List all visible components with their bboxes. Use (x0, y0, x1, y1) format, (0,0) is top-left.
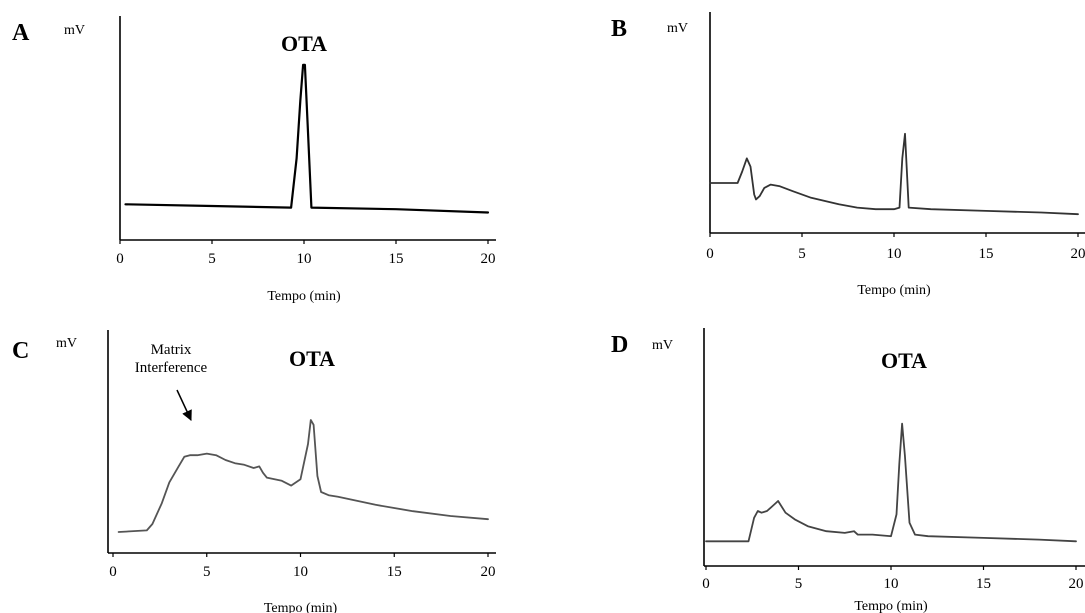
y-axis-unit-label: mV (652, 338, 673, 353)
peak-label-ota: OTA (281, 31, 327, 56)
y-axis-unit-label: mV (667, 21, 688, 36)
panel-letter: B (611, 16, 627, 42)
x-tick-label: 5 (203, 564, 211, 580)
x-tick-label: 5 (795, 576, 803, 592)
x-tick-label: 0 (706, 246, 714, 262)
panel-letter: A (12, 20, 30, 46)
x-tick-label: 10 (297, 251, 312, 267)
peak-label-ota: OTA (881, 348, 927, 373)
panel-letter: D (611, 332, 628, 358)
matrix-interference-label: Matrix Interference (135, 342, 208, 376)
x-tick-label: 10 (293, 564, 308, 580)
panel-letter: C (12, 338, 29, 364)
x-tick-label: 15 (387, 564, 402, 580)
x-tick-label: 5 (798, 246, 806, 262)
y-axis-unit-label: mV (64, 23, 85, 38)
x-tick-label: 20 (1069, 576, 1084, 592)
y-axis-unit-label: mV (56, 336, 77, 351)
x-tick-label: 0 (116, 251, 124, 267)
x-tick-label: 20 (481, 251, 496, 267)
peak-label-ota: OTA (289, 346, 335, 371)
x-tick-label: 15 (979, 246, 994, 262)
x-tick-label: 5 (208, 251, 216, 267)
chromatogram-trace (117, 419, 489, 533)
chromatogram-trace (124, 63, 490, 214)
x-tick-label: 15 (976, 576, 991, 592)
x-tick-label: 0 (109, 564, 117, 580)
x-axis-label: Tempo (min) (857, 283, 931, 298)
matrix-interference-arrow (176, 389, 192, 421)
x-tick-label: 20 (1071, 246, 1085, 262)
chromatogram-trace (705, 422, 1077, 543)
x-tick-label: 15 (389, 251, 404, 267)
x-tick-label: 20 (481, 564, 496, 580)
x-axis-label: Tempo (min) (264, 601, 338, 613)
x-tick-label: 10 (887, 246, 902, 262)
x-axis-label: Tempo (min) (267, 289, 341, 304)
x-tick-label: 10 (884, 576, 899, 592)
x-axis-label: Tempo (min) (854, 599, 928, 613)
chromatogram-trace (709, 132, 1079, 216)
x-tick-label: 0 (702, 576, 710, 592)
